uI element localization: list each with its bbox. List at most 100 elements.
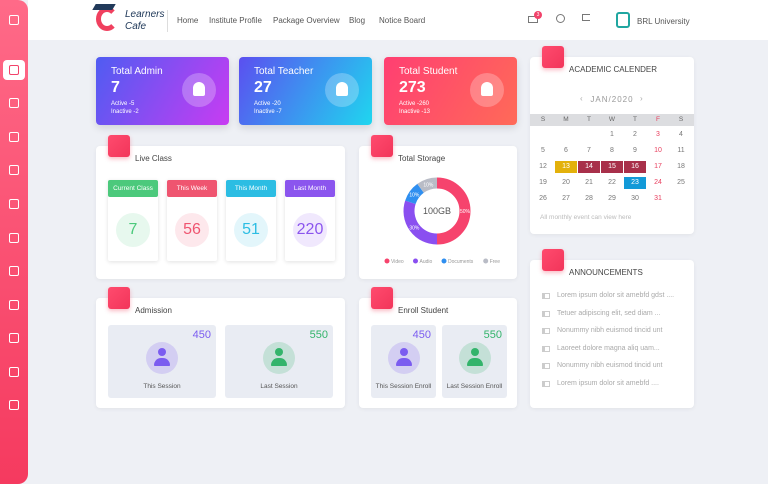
weekday: W: [608, 116, 616, 123]
alarm-icon[interactable]: [556, 14, 565, 23]
date[interactable]: 31: [654, 195, 662, 202]
date[interactable]: 19: [539, 179, 547, 186]
sidebar-icon[interactable]: [9, 98, 19, 108]
date[interactable]: 13: [562, 163, 570, 170]
date[interactable]: 25: [677, 179, 685, 186]
avatar-body: [395, 358, 412, 366]
legend-label: Video: [391, 259, 404, 265]
sidebar-active: [3, 60, 25, 80]
flag-icon[interactable]: [582, 14, 590, 21]
date[interactable]: 30: [631, 195, 639, 202]
next-month[interactable]: ›: [640, 94, 643, 103]
nav-link[interactable]: Notice Board: [379, 16, 426, 25]
date-highlight: [624, 177, 646, 189]
live-class-value: 220: [293, 213, 327, 247]
date[interactable]: 8: [610, 147, 614, 154]
weekday-row: [530, 114, 694, 126]
session-label: Last Session Enroll: [446, 383, 503, 390]
date[interactable]: 2: [633, 131, 637, 138]
live-class-value: 51: [234, 213, 268, 247]
nav-link[interactable]: Home: [177, 16, 199, 25]
storage-segment: [405, 183, 425, 205]
date[interactable]: 12: [539, 163, 547, 170]
panel-icon: [371, 287, 393, 309]
nav-link[interactable]: Institute Profile: [209, 16, 262, 25]
date[interactable]: 4: [679, 131, 683, 138]
megaphone-icon: [542, 293, 550, 299]
sidebar-icon[interactable]: [9, 333, 19, 343]
mail-icon[interactable]: [528, 16, 538, 23]
date[interactable]: 16: [631, 163, 639, 170]
date[interactable]: 20: [562, 179, 570, 186]
logo-line2: Cafe: [125, 21, 147, 32]
sidebar-icon[interactable]: [9, 199, 19, 209]
announcement[interactable]: Nonummy nibh euismod tincid unt: [557, 362, 663, 369]
calendar-footer[interactable]: All monthly event can view here: [540, 214, 632, 221]
panel-title: Total Storage: [398, 154, 446, 163]
date[interactable]: 22: [608, 179, 616, 186]
date[interactable]: 24: [654, 179, 662, 186]
date[interactable]: 29: [608, 195, 616, 202]
live-class-card: Current Class 7: [108, 180, 158, 261]
live-class-value: 56: [175, 213, 209, 247]
avatar-head: [399, 348, 408, 356]
date[interactable]: 9: [633, 147, 637, 154]
avatar-head: [275, 348, 283, 356]
megaphone-icon: [542, 328, 550, 334]
nav-link[interactable]: Blog: [349, 16, 366, 25]
date[interactable]: 18: [677, 163, 685, 170]
sidebar-icon[interactable]: [9, 233, 19, 243]
date[interactable]: 27: [562, 195, 570, 202]
announcement[interactable]: Lorem ipsum dolor sit amebfd gdst ....: [557, 292, 675, 299]
announcement[interactable]: Lorem ipsum dolor sit amebfd ....: [557, 379, 659, 387]
date[interactable]: 1: [610, 131, 614, 138]
announcement[interactable]: Tetuer adipiscing elit, sed diam ...: [557, 309, 661, 317]
sidebar-icon[interactable]: [9, 65, 19, 75]
sidebar-icon[interactable]: [9, 266, 19, 276]
weekday: T: [633, 116, 637, 123]
live-class-value: 7: [116, 213, 150, 247]
date[interactable]: 7: [587, 147, 591, 154]
panel-icon: [542, 249, 564, 271]
date-highlight: [601, 161, 623, 173]
legend-dot: [413, 258, 418, 264]
storage-segment: [403, 200, 438, 245]
calendar-month: JAN/2020: [590, 95, 634, 104]
enroll-panel: Enroll Student 450 This Session Enroll 550 L…: [359, 287, 517, 408]
stat-active: Active -260: [399, 101, 430, 107]
date[interactable]: 28: [585, 195, 593, 202]
user-name[interactable]: BRL University: [637, 17, 690, 26]
storage-percent: 50%: [460, 209, 471, 215]
storage-percent: 30%: [409, 225, 420, 231]
date[interactable]: 6: [564, 147, 568, 154]
live-class-label: This Week: [167, 180, 217, 197]
session-card: 550 Last Session: [225, 325, 333, 398]
live-class-card: This Week 56: [167, 180, 217, 261]
announcement[interactable]: Nonummy nibh euismod tincid unt: [557, 327, 663, 334]
date[interactable]: 15: [608, 163, 616, 170]
date[interactable]: 23: [631, 179, 639, 186]
sidebar-icon[interactable]: [9, 367, 19, 377]
live-class-card: Last Month 220: [285, 180, 335, 261]
sidebar-icon[interactable]: [9, 300, 19, 310]
sidebar-icon[interactable]: [9, 132, 19, 142]
date[interactable]: 21: [585, 179, 593, 186]
session-value: 550: [483, 329, 502, 341]
stat-active: Active -5: [111, 101, 135, 107]
date[interactable]: 5: [541, 147, 545, 154]
date[interactable]: 17: [654, 163, 662, 170]
sidebar-icon[interactable]: [9, 15, 19, 25]
prev-month[interactable]: ‹: [580, 94, 583, 103]
date[interactable]: 26: [539, 195, 547, 202]
date[interactable]: 3: [656, 131, 660, 138]
announcement[interactable]: Laoreet dolore magna aliq uam...: [557, 344, 660, 352]
date[interactable]: 14: [585, 163, 593, 170]
nav-link[interactable]: Package Overview: [273, 16, 340, 25]
date[interactable]: 11: [677, 147, 685, 154]
sidebar-icon[interactable]: [9, 400, 19, 410]
avatar-head: [158, 348, 166, 356]
date-highlight: [555, 161, 577, 173]
date[interactable]: 10: [654, 147, 662, 154]
sidebar-icon[interactable]: [9, 165, 19, 175]
